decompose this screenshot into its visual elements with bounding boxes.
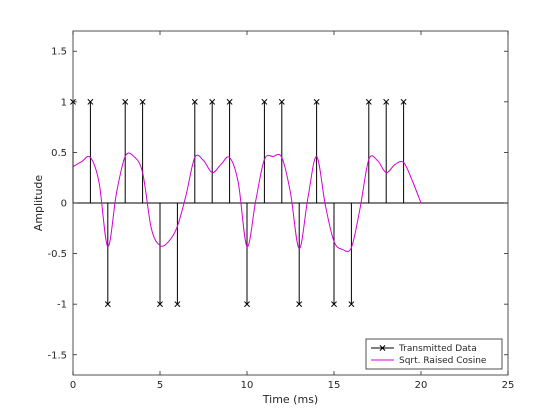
stem-marker-stroke xyxy=(331,301,337,308)
x-tick-label: 15 xyxy=(328,380,341,391)
stem-marker xyxy=(87,98,94,105)
stem-marker-stroke xyxy=(191,98,198,105)
legend-label: Sqrt. Raised Cosine xyxy=(399,356,487,366)
x-tick-label: 5 xyxy=(157,380,163,391)
series-line-1 xyxy=(72,152,422,252)
stem-marker-stroke xyxy=(174,301,181,308)
labels: 0 5 10 15 20 25 -1.5 -1 -0.5 0 0.5 1 1.5 Time (ms) Amp… xyxy=(32,47,514,406)
x-axis-label: Time (ms) xyxy=(262,393,318,406)
stem-marker xyxy=(400,98,407,105)
stem-marker-stroke xyxy=(87,98,94,105)
stem-marker xyxy=(191,98,198,105)
legend-label: Transmitted Data xyxy=(398,344,477,354)
stem-marker-stroke xyxy=(278,98,285,105)
series-group xyxy=(70,98,508,308)
stem-marker-stroke xyxy=(226,98,233,105)
legend-box xyxy=(365,338,503,370)
y-tick-label: -0.5 xyxy=(47,249,67,260)
stem-marker-stroke xyxy=(365,98,372,105)
y-tick-label: 1 xyxy=(61,97,67,108)
stem-marker xyxy=(226,98,233,105)
stem-marker xyxy=(331,301,337,308)
stem-marker-stroke xyxy=(104,301,111,308)
y-tick-label: -1 xyxy=(57,300,67,311)
stem-marker xyxy=(244,301,250,308)
stem-marker-stroke xyxy=(348,301,355,308)
x-tick-label: 25 xyxy=(502,380,515,391)
stem-marker-stroke xyxy=(122,98,129,105)
x-tick-label: 10 xyxy=(241,380,254,391)
stem-marker-stroke xyxy=(383,98,390,105)
legend-entry: Sqrt. Raised Cosine xyxy=(371,356,487,366)
stem-marker xyxy=(348,301,355,308)
stem-marker xyxy=(313,98,320,105)
x-tick-label: 0 xyxy=(70,380,76,391)
stem-marker-stroke xyxy=(261,98,268,105)
stem-marker-stroke xyxy=(244,301,250,308)
stem-marker xyxy=(139,98,146,105)
legend-swatch-marker xyxy=(379,345,386,351)
stem-marker-stroke xyxy=(139,98,146,105)
stem-marker xyxy=(383,98,390,105)
stem-marker xyxy=(157,301,163,308)
stem-marker xyxy=(261,98,268,105)
y-tick-label: 1.5 xyxy=(51,47,67,58)
x-tick-label: 20 xyxy=(415,380,428,391)
stem-marker xyxy=(296,301,303,308)
y-axis-label: Amplitude xyxy=(32,175,45,232)
legend: Transmitted Data Sqrt. Raised Cosine xyxy=(365,338,503,370)
stem-marker-stroke xyxy=(400,98,407,105)
axes xyxy=(72,30,509,376)
stem-marker-stroke xyxy=(296,301,303,308)
legend-entry: Transmitted Data xyxy=(371,344,477,354)
y-tick-label: -1.5 xyxy=(47,350,67,361)
stem-marker xyxy=(104,301,111,308)
stem-marker-stroke xyxy=(209,98,216,105)
y-tick-label: 0.5 xyxy=(51,148,67,159)
stem-marker-stroke xyxy=(157,301,163,308)
stem-marker xyxy=(365,98,372,105)
stem-marker-stroke xyxy=(313,98,320,105)
stem-marker xyxy=(174,301,181,308)
stem-marker xyxy=(278,98,285,105)
stem-marker xyxy=(122,98,129,105)
y-tick-label: 0 xyxy=(61,199,67,210)
stem-marker xyxy=(209,98,216,105)
